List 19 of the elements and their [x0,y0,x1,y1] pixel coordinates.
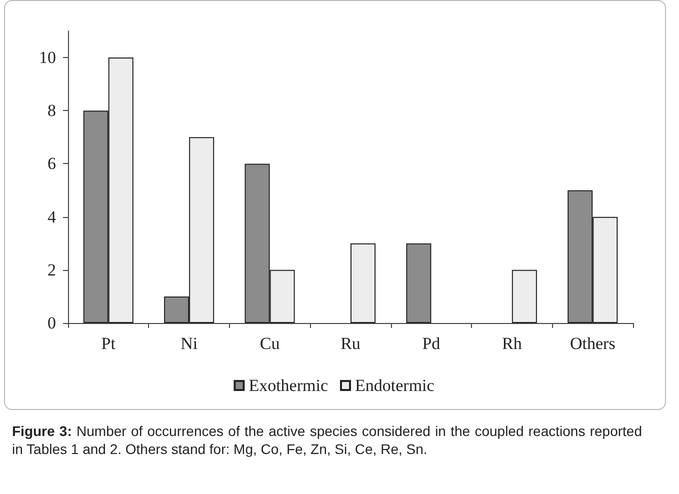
bar [512,270,537,323]
caption: Figure 3: Number of occurrences of the active species considered in the coupled reactions reported in Tables 1 and 2. Others stand for: Mg, Co, Fe, Zn, Si, Ce, Re, Sn. [12,422,642,458]
y-tick-label: 4 [48,207,56,226]
x-tick-label: Pd [422,334,441,353]
bar [406,243,432,323]
x-tick-label: Others [570,334,616,353]
y-tick-label: 10 [39,48,56,68]
legend-label: Endotermic [355,376,435,395]
x-tick-label: Ru [340,334,361,353]
legend-label: Exothermic [248,376,328,395]
y-tick-label: 8 [48,101,56,120]
y-tick-label: 2 [48,260,56,280]
y-tick-label: 6 [48,154,56,174]
bar [350,243,376,323]
x-tick-label: Pt [101,334,116,353]
y-tick-label: 0 [48,314,56,332]
x-tick-label: Rh [502,334,522,353]
x-tick-label: Ni [180,334,198,353]
x-tick-label: Cu [260,334,280,353]
